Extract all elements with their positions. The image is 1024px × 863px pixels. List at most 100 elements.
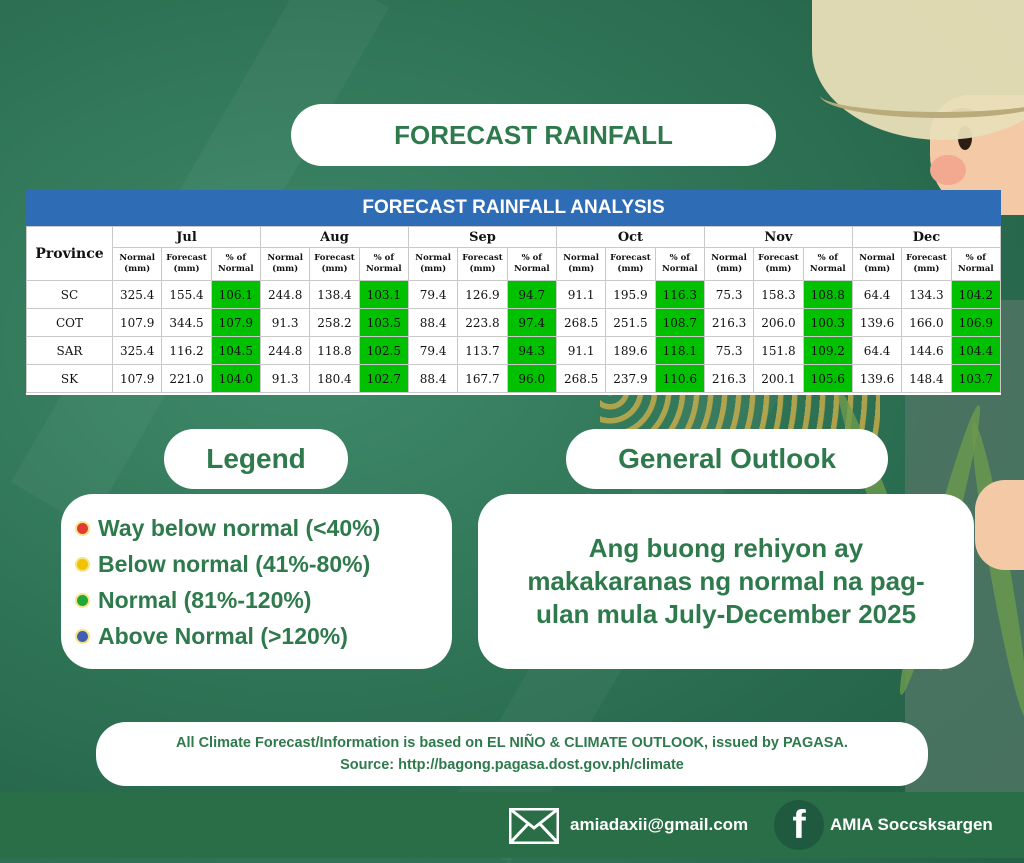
sub-header: Forecast (mm) xyxy=(605,247,656,281)
percent-normal-cell: 103.7 xyxy=(950,364,1002,393)
normal-cell: 244.8 xyxy=(259,336,311,365)
normal-cell: 139.6 xyxy=(851,308,903,337)
percent-normal-cell: 103.1 xyxy=(358,280,409,309)
percent-normal-cell: 94.3 xyxy=(506,336,557,365)
percent-normal-cell: 94.7 xyxy=(506,280,557,309)
facebook-page-name[interactable]: AMIA Soccsksargen xyxy=(830,815,993,834)
sub-header: Normal (mm) xyxy=(259,247,311,281)
percent-normal-cell: 104.5 xyxy=(210,336,261,365)
sub-header: Forecast (mm) xyxy=(161,247,212,281)
table-row: SC 325.4 155.4 106.1 244.8 138.4 103.1 79.4 126.… xyxy=(26,280,1002,309)
month-header: Oct xyxy=(555,226,705,248)
month-header: Aug xyxy=(259,226,409,248)
percent-normal-cell: 110.6 xyxy=(654,364,705,393)
normal-cell: 216.3 xyxy=(703,308,755,337)
legend-dot-icon xyxy=(75,520,90,536)
normal-cell: 107.9 xyxy=(111,364,163,393)
outlook-text: Ang buong rehiyon ay makakaranas ng norm… xyxy=(478,494,974,669)
legend-title: Legend xyxy=(164,429,348,489)
sub-header: Forecast (mm) xyxy=(309,247,360,281)
percent-normal-cell: 107.9 xyxy=(210,308,261,337)
sub-header: Forecast (mm) xyxy=(457,247,508,281)
normal-cell: 64.4 xyxy=(851,280,903,309)
legend-label: Normal (81%-120%) xyxy=(98,586,312,613)
normal-cell: 88.4 xyxy=(407,308,459,337)
normal-cell: 91.1 xyxy=(555,336,607,365)
forecast-cell: 180.4 xyxy=(309,364,360,393)
percent-normal-cell: 96.0 xyxy=(506,364,557,393)
legend-label: Above Normal (>120%) xyxy=(98,622,348,649)
legend-label: Way below normal (<40%) xyxy=(98,514,381,541)
forecast-cell: 155.4 xyxy=(161,280,212,309)
percent-normal-cell: 103.5 xyxy=(358,308,409,337)
percent-normal-cell: 109.2 xyxy=(802,336,853,365)
forecast-cell: 258.2 xyxy=(309,308,360,337)
sub-header: Normal (mm) xyxy=(555,247,607,281)
sub-header: % of Normal xyxy=(210,247,261,281)
forecast-cell: 118.8 xyxy=(309,336,360,365)
farmer-hand xyxy=(975,480,1024,570)
forecast-cell: 223.8 xyxy=(457,308,508,337)
month-header: Nov xyxy=(703,226,853,248)
normal-cell: 75.3 xyxy=(703,336,755,365)
normal-cell: 216.3 xyxy=(703,364,755,393)
month-header: Jul xyxy=(112,226,261,248)
sub-header: Normal (mm) xyxy=(851,247,903,281)
forecast-cell: 148.4 xyxy=(901,364,952,393)
normal-cell: 268.5 xyxy=(555,364,607,393)
forecast-cell: 206.0 xyxy=(753,308,804,337)
normal-cell: 91.3 xyxy=(259,308,311,337)
percent-normal-cell: 116.3 xyxy=(654,280,705,309)
province-header: Province xyxy=(26,226,113,281)
email-address[interactable]: amiadaxii@gmail.com xyxy=(570,815,749,834)
legend-item: Way below normal (<40%) xyxy=(61,510,452,546)
page-title: FORECAST RAINFALL xyxy=(291,104,776,166)
farmer-cheek xyxy=(930,155,966,185)
table-banner: FORECAST RAINFALL ANALYSIS xyxy=(26,190,1001,226)
province-cell: SAR xyxy=(26,336,113,365)
sub-header: Normal (mm) xyxy=(111,247,163,281)
forecast-cell: 221.0 xyxy=(161,364,212,393)
sub-header: Forecast (mm) xyxy=(901,247,952,281)
rainfall-table-panel: FORECAST RAINFALL ANALYSIS Province Jul Au… xyxy=(26,190,1002,395)
normal-cell: 325.4 xyxy=(111,280,163,309)
normal-cell: 75.3 xyxy=(703,280,755,309)
normal-cell: 64.4 xyxy=(851,336,903,365)
sub-header: % of Normal xyxy=(950,247,1002,281)
forecast-cell: 158.3 xyxy=(753,280,804,309)
percent-normal-cell: 102.5 xyxy=(358,336,409,365)
percent-normal-cell: 97.4 xyxy=(506,308,557,337)
forecast-cell: 167.7 xyxy=(457,364,508,393)
month-header: Sep xyxy=(407,226,557,248)
sub-header: % of Normal xyxy=(654,247,705,281)
forecast-cell: 116.2 xyxy=(161,336,212,365)
sub-header: % of Normal xyxy=(506,247,557,281)
forecast-cell: 138.4 xyxy=(309,280,360,309)
percent-normal-cell: 106.1 xyxy=(210,280,261,309)
percent-normal-cell: 104.2 xyxy=(950,280,1002,309)
normal-cell: 325.4 xyxy=(111,336,163,365)
normal-cell: 79.4 xyxy=(407,280,459,309)
normal-cell: 268.5 xyxy=(555,308,607,337)
percent-normal-cell: 108.7 xyxy=(654,308,705,337)
normal-cell: 79.4 xyxy=(407,336,459,365)
percent-normal-cell: 100.3 xyxy=(802,308,853,337)
source-note: All Climate Forecast/Information is base… xyxy=(96,722,928,786)
legend-label: Below normal (41%-80%) xyxy=(98,550,371,577)
percent-normal-cell: 106.9 xyxy=(950,308,1002,337)
normal-cell: 107.9 xyxy=(111,308,163,337)
percent-normal-cell: 118.1 xyxy=(654,336,705,365)
table-row: COT 107.9 344.5 107.9 91.3 258.2 103.5 88.4 223.… xyxy=(26,308,1002,337)
forecast-cell: 195.9 xyxy=(605,280,656,309)
envelope-icon xyxy=(509,808,559,844)
forecast-cell: 144.6 xyxy=(901,336,952,365)
percent-normal-cell: 104.4 xyxy=(950,336,1002,365)
forecast-cell: 126.9 xyxy=(457,280,508,309)
province-cell: SC xyxy=(26,280,113,309)
normal-cell: 91.3 xyxy=(259,364,311,393)
forecast-cell: 113.7 xyxy=(457,336,508,365)
rainfall-table: Province Jul Aug Sep Oct Nov Dec Normal (mm) For… xyxy=(26,226,1002,393)
legend-item: Normal (81%-120%) xyxy=(61,582,452,618)
province-cell: COT xyxy=(26,308,113,337)
footer-bar xyxy=(0,792,1024,858)
